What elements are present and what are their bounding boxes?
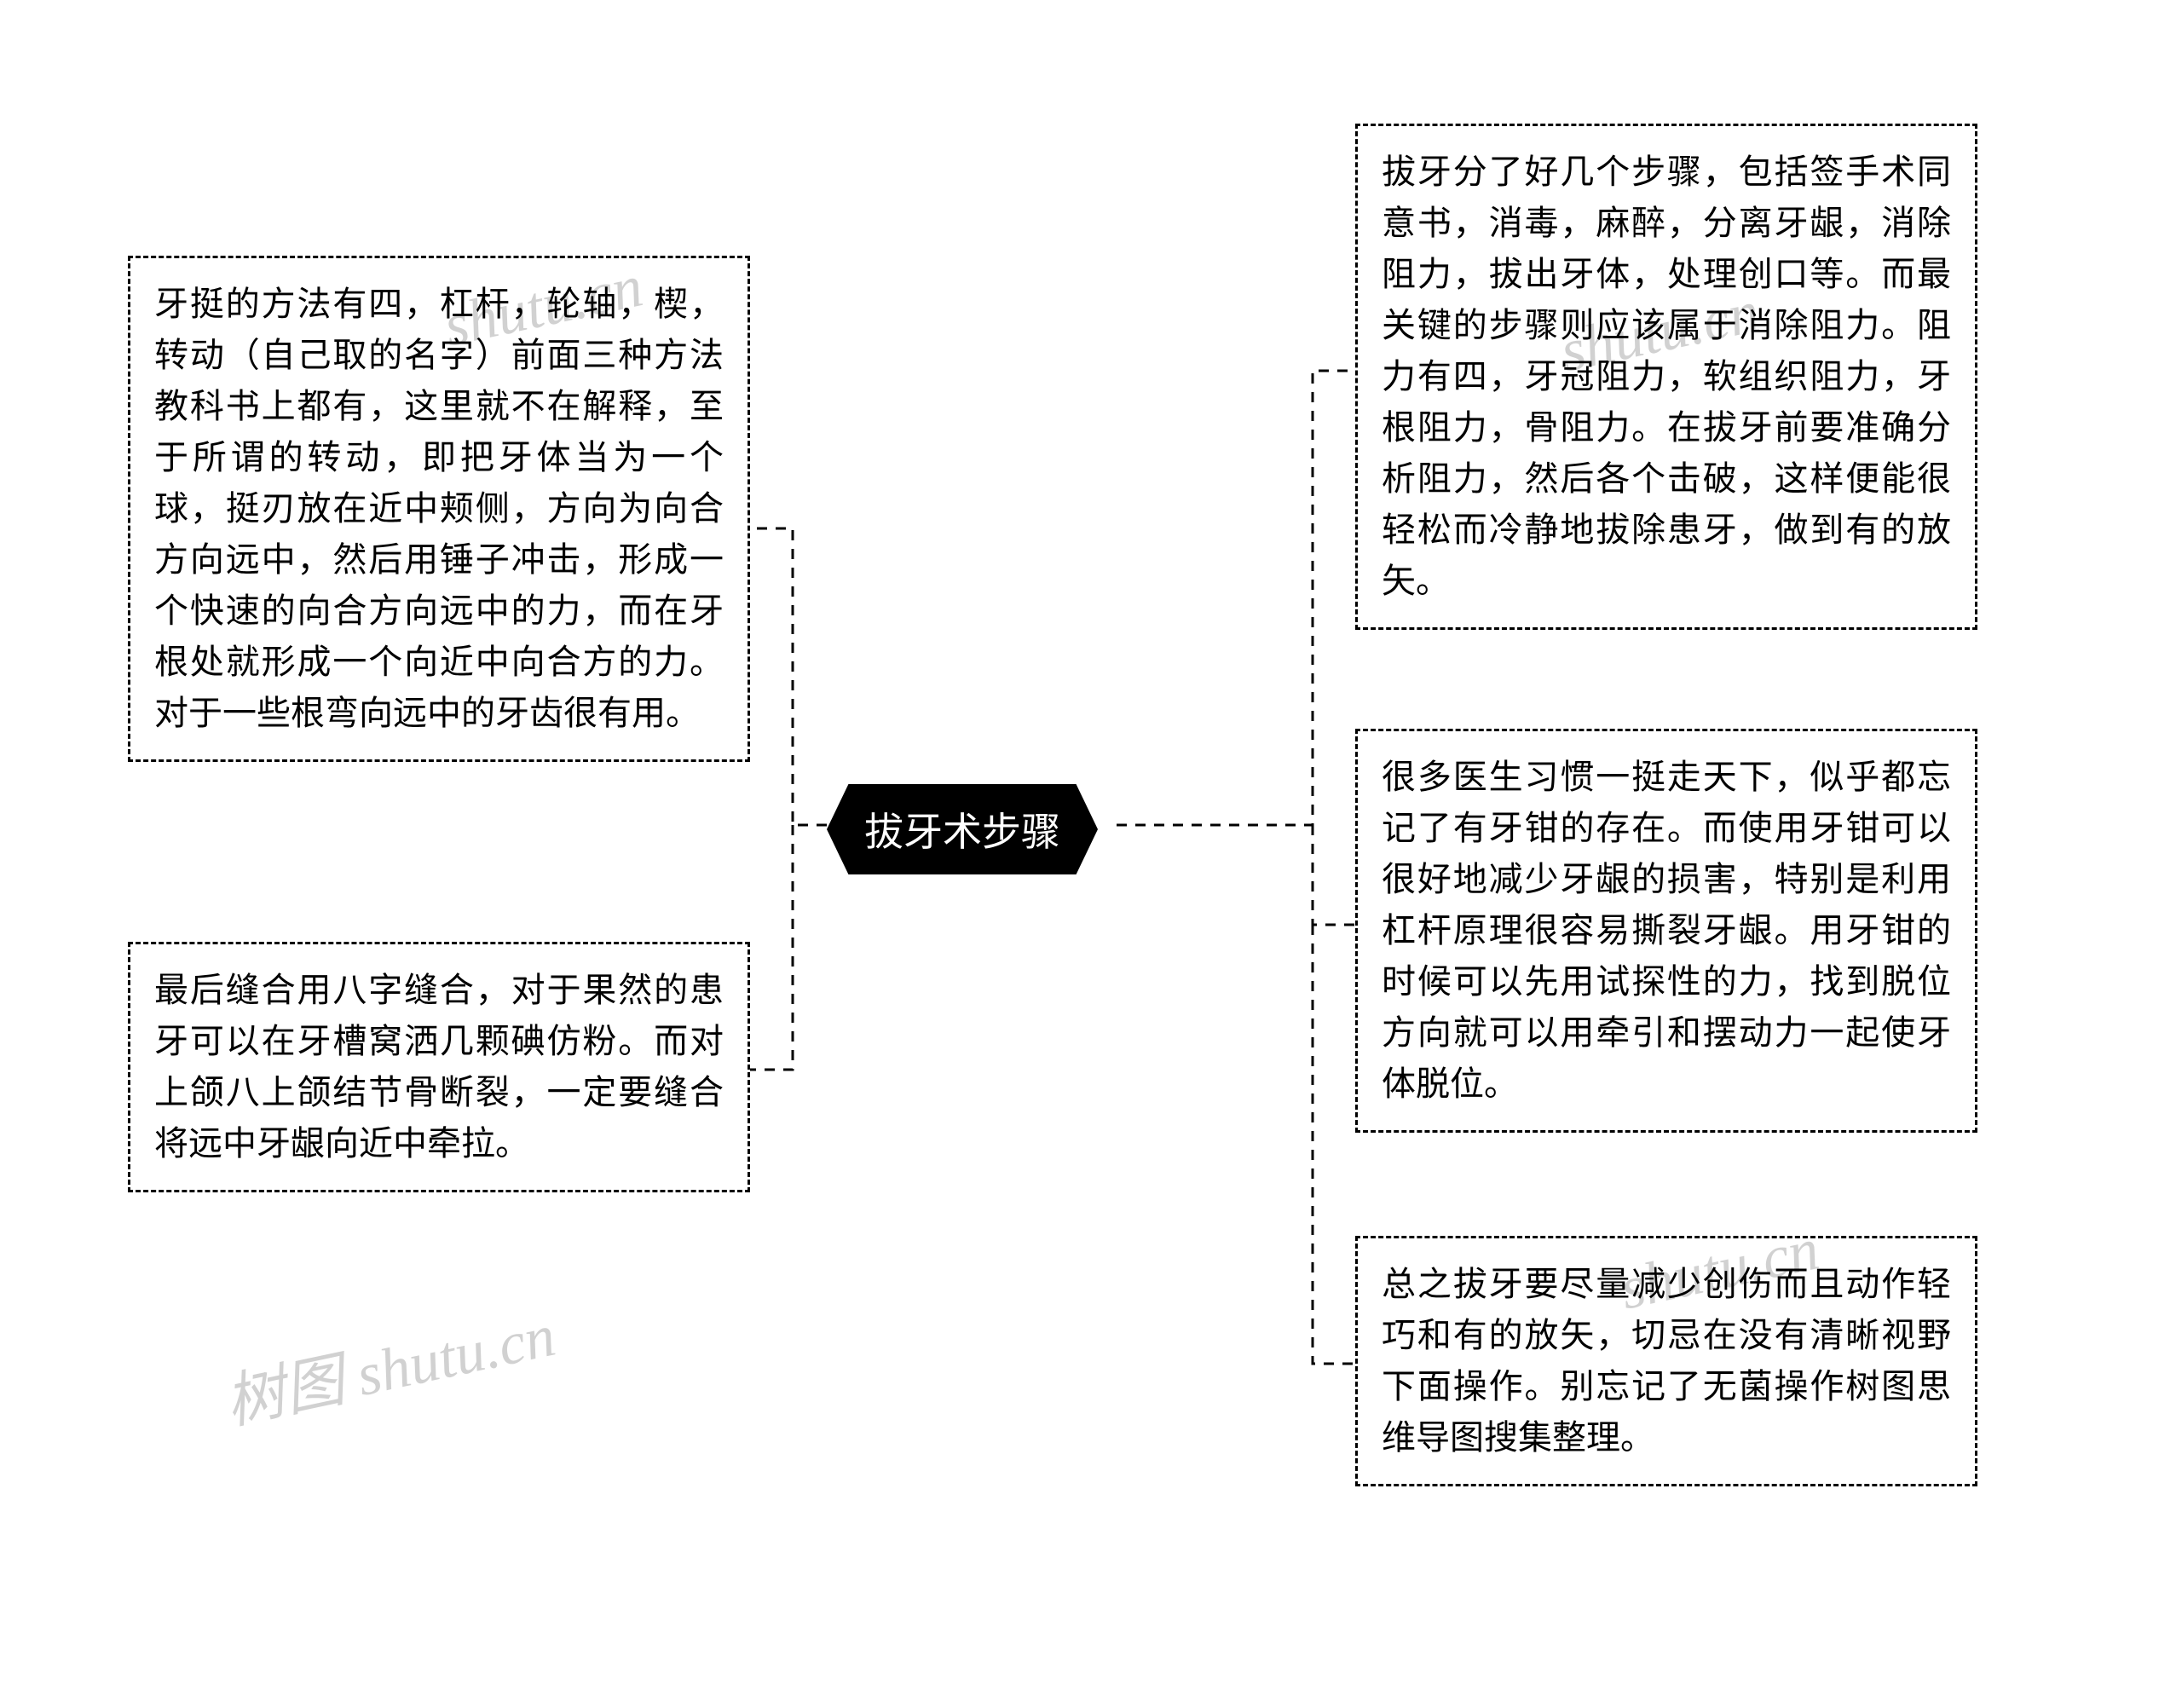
center-label: 拔牙术步骤: [864, 810, 1060, 854]
leaf-text: 很多医生习惯一挺走天下，似乎都忘记了有牙钳的存在。而使用牙钳可以很好地减少牙龈的…: [1382, 759, 1951, 1103]
leaf-left-bottom: 最后缝合用八字缝合，对于果然的患牙可以在牙槽窝洒几颗碘仿粉。而对上颌八上颌结节骨…: [128, 942, 750, 1192]
watermark: 树图 shutu.cn: [216, 1287, 562, 1440]
leaf-text: 拔牙分了好几个步骤，包括签手术同意书，消毒，麻醉，分离牙龈，消除阻力，拔出牙体，…: [1382, 153, 1951, 600]
center-node: 拔牙术步骤: [827, 784, 1098, 874]
mindmap-canvas: 拔牙术步骤 牙挺的方法有四，杠杆，轮轴，楔，转动（自己取的名字）前面三种方法教科…: [0, 0, 2182, 1708]
leaf-right-bottom: 总之拔牙要尽量减少创伤而且动作轻巧和有的放矢，切忌在没有清晰视野下面操作。别忘记…: [1355, 1236, 1977, 1486]
leaf-right-mid: 很多医生习惯一挺走天下，似乎都忘记了有牙钳的存在。而使用牙钳可以很好地减少牙龈的…: [1355, 729, 1977, 1133]
leaf-text: 牙挺的方法有四，杠杆，轮轴，楔，转动（自己取的名字）前面三种方法教科书上都有，这…: [154, 286, 724, 732]
watermark-text: 树图 shutu.cn: [220, 1303, 561, 1437]
leaf-text: 总之拔牙要尽量减少创伤而且动作轻巧和有的放矢，切忌在没有清晰视野下面操作。别忘记…: [1382, 1266, 1951, 1457]
leaf-right-top: 拔牙分了好几个步骤，包括签手术同意书，消毒，麻醉，分离牙龈，消除阻力，拔出牙体，…: [1355, 124, 1977, 630]
leaf-text: 最后缝合用八字缝合，对于果然的患牙可以在牙槽窝洒几颗碘仿粉。而对上颌八上颌结节骨…: [154, 972, 724, 1163]
leaf-left-top: 牙挺的方法有四，杠杆，轮轴，楔，转动（自己取的名字）前面三种方法教科书上都有，这…: [128, 256, 750, 762]
